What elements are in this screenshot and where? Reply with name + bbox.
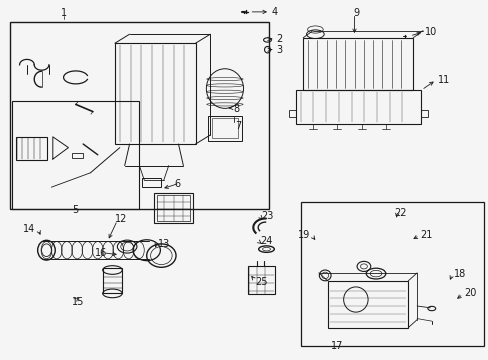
Bar bbox=[303, 38, 412, 90]
Text: 7: 7 bbox=[234, 121, 241, 131]
Text: 16: 16 bbox=[95, 248, 107, 258]
Bar bbox=[154, 193, 193, 223]
Bar bbox=[10, 22, 268, 209]
Text: 5: 5 bbox=[72, 204, 78, 215]
Bar bbox=[288, 110, 295, 117]
Text: 18: 18 bbox=[453, 269, 465, 279]
Text: 23: 23 bbox=[261, 211, 273, 221]
Bar bbox=[207, 116, 242, 141]
Bar bbox=[16, 137, 47, 160]
Text: 11: 11 bbox=[437, 75, 449, 85]
Text: 21: 21 bbox=[420, 230, 432, 240]
Text: 14: 14 bbox=[23, 224, 35, 234]
Text: 4: 4 bbox=[271, 7, 277, 17]
Bar bbox=[72, 153, 83, 158]
Text: 13: 13 bbox=[157, 239, 169, 249]
Text: 22: 22 bbox=[393, 208, 406, 219]
Bar bbox=[157, 195, 189, 221]
Text: 1: 1 bbox=[61, 8, 66, 18]
Bar bbox=[300, 202, 483, 346]
Text: 12: 12 bbox=[115, 214, 127, 224]
Text: 24: 24 bbox=[260, 236, 272, 246]
Text: 6: 6 bbox=[174, 179, 181, 189]
Bar bbox=[142, 178, 161, 187]
Text: 20: 20 bbox=[464, 288, 476, 298]
Bar bbox=[102, 268, 122, 293]
Text: 3: 3 bbox=[276, 45, 282, 55]
Bar bbox=[211, 118, 238, 138]
Bar bbox=[247, 266, 274, 294]
Text: 17: 17 bbox=[330, 341, 343, 351]
Text: 10: 10 bbox=[425, 27, 437, 37]
Bar bbox=[12, 101, 139, 209]
Text: 9: 9 bbox=[352, 8, 358, 18]
Bar bbox=[420, 110, 427, 117]
Bar bbox=[115, 43, 195, 144]
Text: 2: 2 bbox=[276, 34, 282, 44]
Text: 25: 25 bbox=[255, 276, 267, 287]
Text: 15: 15 bbox=[72, 297, 84, 307]
Text: 19: 19 bbox=[298, 230, 310, 240]
Bar bbox=[295, 90, 420, 124]
Text: 8: 8 bbox=[233, 104, 240, 114]
Bar bbox=[327, 281, 407, 328]
